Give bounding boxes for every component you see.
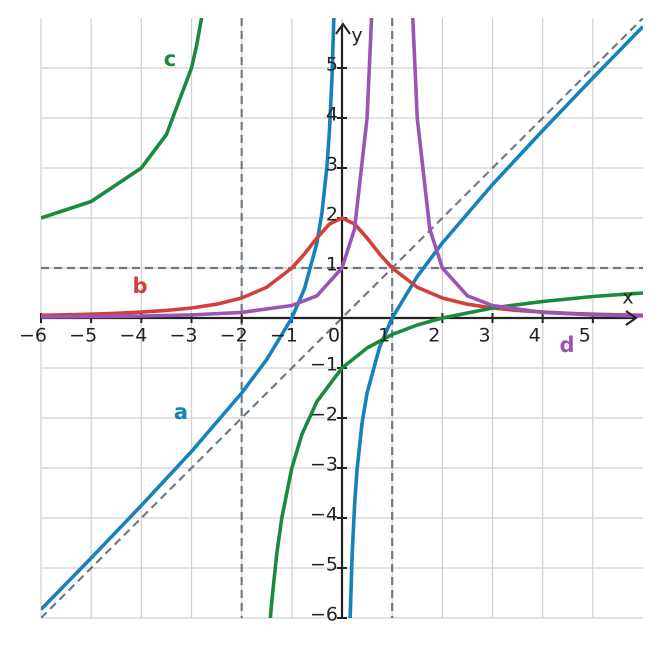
y-tick-label: −5 <box>310 554 338 576</box>
y-tick-label: −1 <box>310 354 338 376</box>
x-tick-label: −1 <box>270 325 298 347</box>
y-axis-arrow <box>335 22 351 35</box>
curve-label: b <box>132 274 147 298</box>
y-tick-label: 4 <box>326 104 338 126</box>
x-tick-label: −3 <box>169 325 197 347</box>
curve-label: d <box>559 333 574 357</box>
x-tick-label: 0 <box>328 325 340 347</box>
y-tick-label: 3 <box>326 154 338 176</box>
x-tick-label: 4 <box>529 325 541 347</box>
y-tick-label: 2 <box>326 204 338 226</box>
curve <box>41 18 643 319</box>
x-tick-label: 3 <box>478 325 490 347</box>
x-tick-label: −2 <box>220 325 248 347</box>
x-tick-label: −6 <box>19 325 47 347</box>
x-axis-arrow <box>625 310 638 326</box>
y-tick-label: −2 <box>310 404 338 426</box>
curve <box>41 18 643 618</box>
y-tick-label: 5 <box>326 54 338 76</box>
y-tick-label: −3 <box>310 454 338 476</box>
x-tick-label: −4 <box>119 325 147 347</box>
y-tick-label: 1 <box>326 254 338 276</box>
y-tick-label: −4 <box>310 504 338 526</box>
x-tick-label: −5 <box>69 325 97 347</box>
x-axis-label: x <box>622 287 633 309</box>
x-tick-label: 1 <box>378 325 390 347</box>
y-axis-label: y <box>351 25 362 47</box>
asymptote-line <box>41 18 643 618</box>
x-tick-label: 5 <box>579 325 591 347</box>
curve-label: c <box>164 47 176 71</box>
curve-label: a <box>174 400 188 424</box>
x-tick-label: 2 <box>428 325 440 347</box>
y-tick-label: −6 <box>310 604 338 626</box>
